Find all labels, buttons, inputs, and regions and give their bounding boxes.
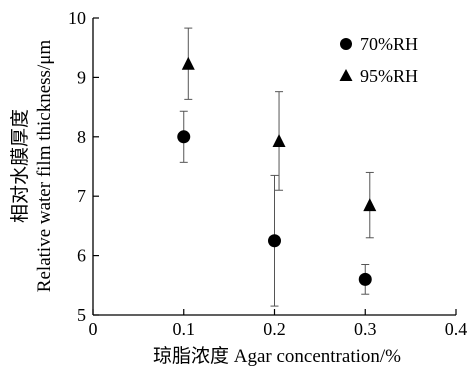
y-tick-label: 7 [77, 186, 86, 206]
data-points [177, 56, 377, 286]
y-tick-label: 6 [77, 246, 86, 266]
x-axis-label: 琼脂浓度 Agar concentration/% [153, 345, 401, 367]
y-ticks: 5 6 7 8 9 10 [68, 8, 99, 325]
x-tick-label: 0 [89, 319, 98, 339]
point-95rh [181, 56, 195, 70]
legend-marker-circle [340, 38, 352, 50]
point-70rh [177, 130, 191, 144]
y-tick-label: 8 [77, 127, 86, 147]
point-95rh [363, 198, 377, 212]
y-axis-label-line1: 相对水膜厚度 [9, 109, 31, 223]
point-70rh [268, 234, 281, 248]
y-tick-label: 10 [68, 8, 86, 28]
x-tick-label: 0.1 [173, 319, 196, 339]
y-tick-label: 9 [77, 67, 86, 87]
x-ticks: 0 0.1 0.2 0.3 0.4 [89, 309, 467, 339]
y-tick-label: 5 [77, 305, 86, 325]
x-tick-label: 0.4 [445, 319, 467, 339]
legend-label: 70%RH [360, 34, 418, 54]
y-axis-label-line2: Relative water film thickness/μm [34, 40, 55, 293]
x-tick-label: 0.3 [354, 319, 377, 339]
point-70rh [358, 272, 372, 286]
x-tick-label: 0.2 [263, 319, 286, 339]
error-bars [179, 27, 374, 307]
legend-label: 95%RH [360, 66, 418, 86]
legend: 70%RH 95%RH [339, 34, 418, 86]
legend-marker-triangle [339, 69, 353, 81]
point-95rh [272, 133, 286, 147]
